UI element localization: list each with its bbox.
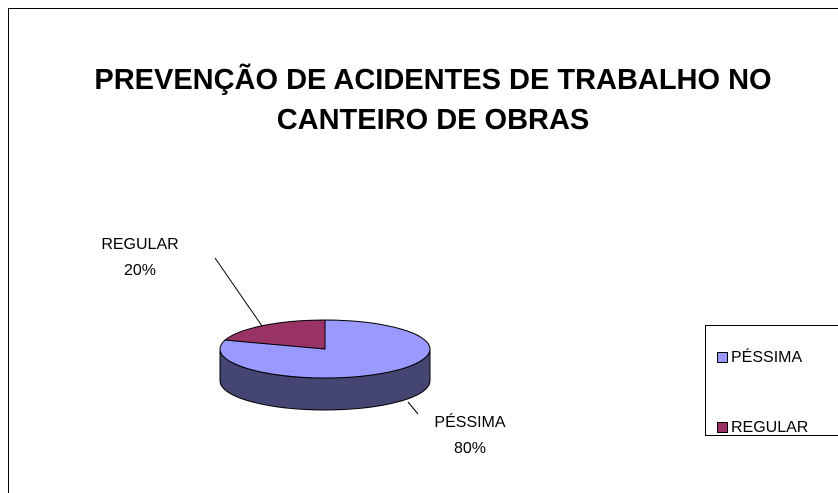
legend-swatch [717,422,728,433]
data-label-name: PÉSSIMA [434,412,505,431]
pie-slice [219,319,431,379]
chart-title: PREVENÇÃO DE ACIDENTES DE TRABALHO NO CA… [94,64,772,136]
legend-label: REGULAR [731,419,808,436]
data-label-value: 20% [124,262,156,279]
leader-line [214,257,263,327]
leader-line [407,401,419,415]
legend-label: PÉSSIMA [731,347,802,366]
legend-swatch [717,352,728,363]
chart-frame [8,8,838,493]
legend-box [705,325,838,436]
pie-slice [223,319,326,350]
data-label-name: REGULAR [101,236,178,253]
data-label-value: 80% [454,440,486,457]
